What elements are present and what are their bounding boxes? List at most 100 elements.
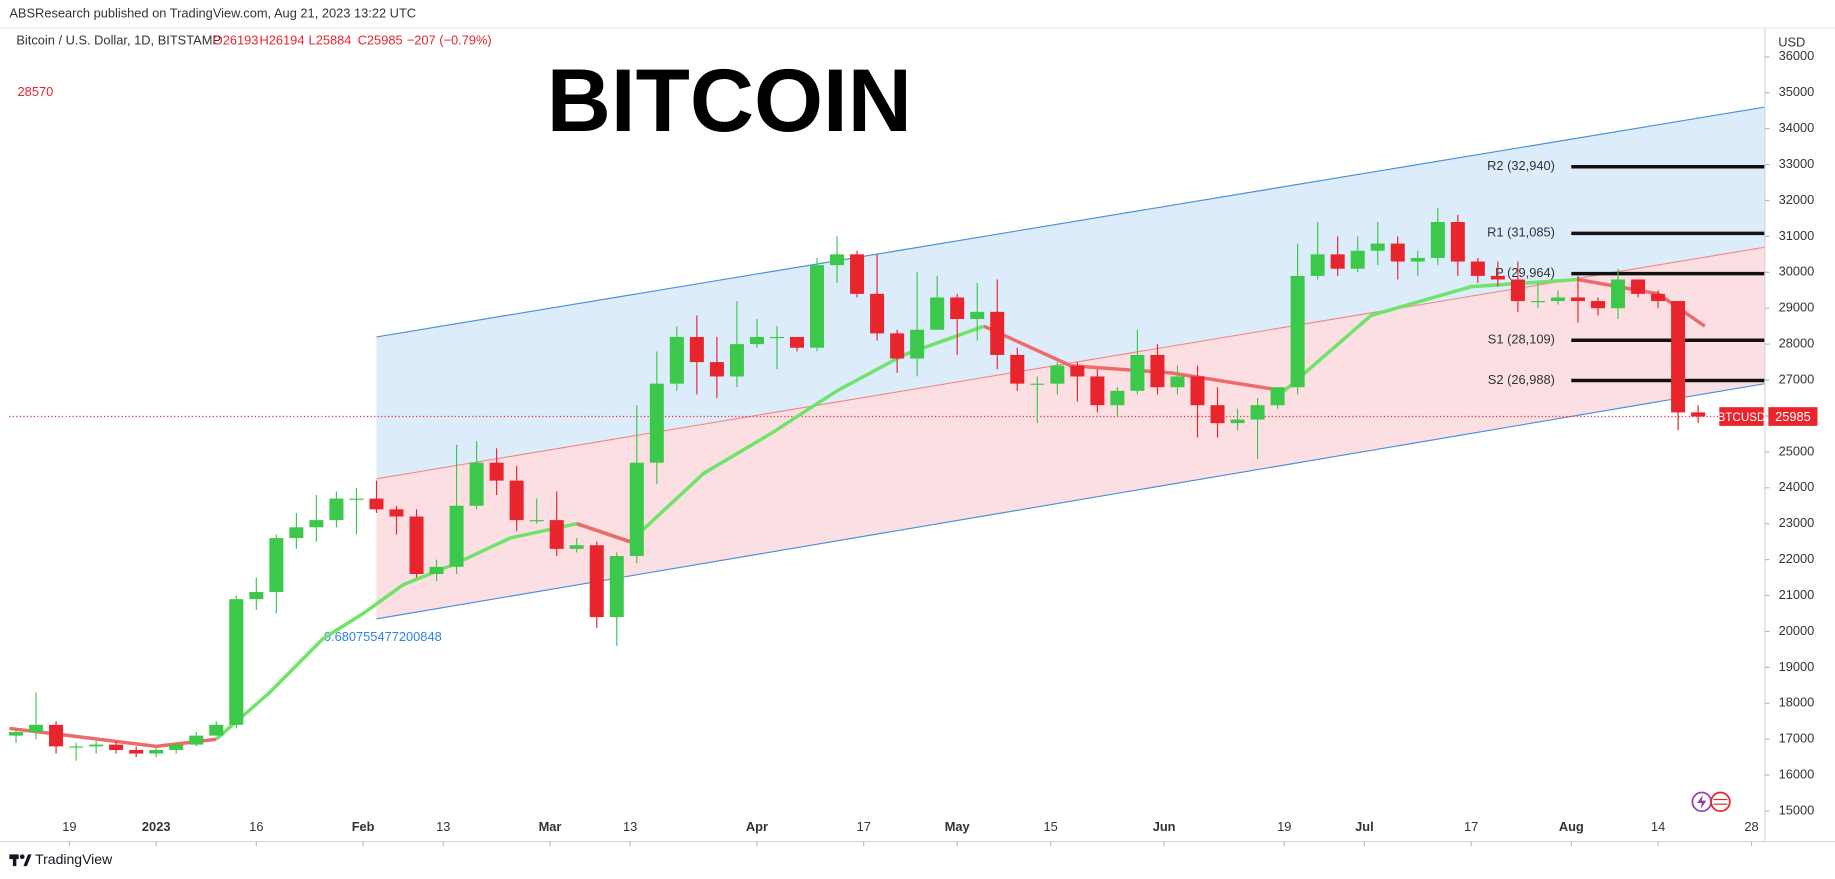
candle-body (229, 599, 244, 725)
symbol: Bitcoin / U.S. Dollar, 1D, BITSTAMP (16, 32, 221, 47)
x-tick-label: 19 (1277, 819, 1291, 834)
ohlc-close: C25985 (358, 32, 403, 47)
y-tick-label: 30000 (1779, 264, 1815, 279)
candle-body (1350, 250, 1365, 269)
x-tick-label: Aug (1559, 819, 1584, 834)
x-tick-label: Apr (746, 819, 768, 834)
y-tick-label: 29000 (1779, 300, 1815, 315)
candle-body (249, 591, 264, 600)
y-tick-label: 25000 (1779, 443, 1815, 458)
candle-body (649, 383, 664, 463)
candle-body (529, 520, 544, 522)
candle-body (409, 516, 424, 574)
candle-body (830, 254, 845, 266)
y-tick-label: 31000 (1779, 228, 1815, 243)
candle-body (109, 744, 124, 750)
candle-body (1290, 275, 1305, 388)
candle-body (189, 735, 204, 745)
y-tick-label: 27000 (1779, 371, 1815, 386)
y-tick-label: 28000 (1779, 336, 1815, 351)
candle-body (970, 311, 985, 319)
candle-body (469, 462, 484, 506)
indicator-value: 28570 (18, 84, 54, 99)
y-tick-label: 23000 (1779, 515, 1815, 530)
icon-calendar[interactable] (1710, 791, 1731, 813)
candle-body (1691, 412, 1706, 417)
candle-body (689, 336, 704, 363)
candle-body (910, 329, 925, 359)
candle-body (870, 293, 885, 334)
candle-body (789, 336, 805, 348)
candle-body (449, 505, 464, 567)
y-tick-label: 35000 (1779, 84, 1815, 99)
candle-body (629, 462, 644, 557)
x-tick-label: Jun (1153, 819, 1176, 834)
candle-body (1030, 383, 1045, 385)
candle-body (1450, 222, 1465, 262)
x-tick-label: Feb (352, 819, 375, 834)
candle-body (289, 527, 304, 539)
channel-lower-fill (376, 247, 1765, 619)
candle-body (569, 545, 584, 549)
x-tick-label: 2023 (142, 819, 171, 834)
candle-body (89, 744, 104, 747)
candle-body (209, 724, 224, 736)
candle-body (1631, 279, 1646, 294)
toolbar-icons[interactable] (1691, 791, 1731, 813)
x-tick-label: 19 (62, 819, 76, 834)
candle-body (1230, 419, 1245, 424)
logo-part (23, 854, 32, 867)
x-tick-label: Mar (539, 819, 562, 834)
candle-body (49, 724, 64, 747)
candle-body (589, 545, 604, 618)
candle-body (169, 744, 184, 750)
symbol-tag-label: BTCUSD (1717, 411, 1765, 424)
candle-body (309, 520, 324, 528)
pivot-label: R1 (31,085) (1487, 225, 1555, 240)
candle-body (489, 462, 504, 481)
x-tick-label: 17 (1464, 819, 1478, 834)
ohlc-change: −207 (−0.79%) (407, 32, 492, 47)
candle-body (349, 498, 364, 500)
logo-part (12, 854, 17, 867)
publish-info: ABSResearch published on TradingView.com… (9, 5, 416, 20)
candle-body (509, 480, 524, 521)
x-tick-label: 13 (623, 819, 637, 834)
chart-title: BITCOIN (547, 51, 912, 150)
moving-average-falling (9, 277, 1706, 749)
candle-body (1530, 301, 1545, 303)
pivot-label: R2 (32,940) (1487, 158, 1555, 173)
channel-lower-line (376, 383, 1765, 620)
pivot-label: P (29,964) (1495, 265, 1555, 280)
candle-body (1671, 301, 1686, 413)
channel-upper-line (376, 106, 1765, 338)
x-tick-label: May (945, 819, 971, 834)
ohlc-open: O26193 (213, 32, 259, 47)
candle-body (609, 556, 624, 618)
candle-body (810, 265, 825, 348)
candle-body (1510, 279, 1525, 302)
channel-middle-line (376, 246, 1765, 480)
y-tick-label: 33000 (1779, 156, 1815, 171)
channel-upper-fill (376, 107, 1765, 479)
candle-body (1090, 376, 1105, 406)
candle-body (749, 336, 764, 345)
candle-body (1170, 376, 1185, 388)
candle-body (1130, 354, 1145, 391)
pivot-label: S1 (28,109) (1488, 332, 1555, 347)
y-tick-label: 17000 (1779, 731, 1815, 746)
candle-body (1410, 257, 1425, 262)
y-tick-label: 36000 (1779, 48, 1815, 63)
candle-body (1270, 387, 1285, 406)
y-tick-label: 34000 (1779, 120, 1815, 135)
candle-body (1070, 365, 1085, 377)
y-tick-label: 22000 (1779, 551, 1815, 566)
candle-body (890, 333, 905, 359)
price-tag (1768, 407, 1818, 426)
y-tick-label: 15000 (1779, 802, 1815, 817)
candle-body (990, 311, 1005, 355)
candle-body (69, 746, 84, 748)
candle-body (1550, 297, 1565, 302)
y-tick-label: 19000 (1779, 659, 1815, 674)
